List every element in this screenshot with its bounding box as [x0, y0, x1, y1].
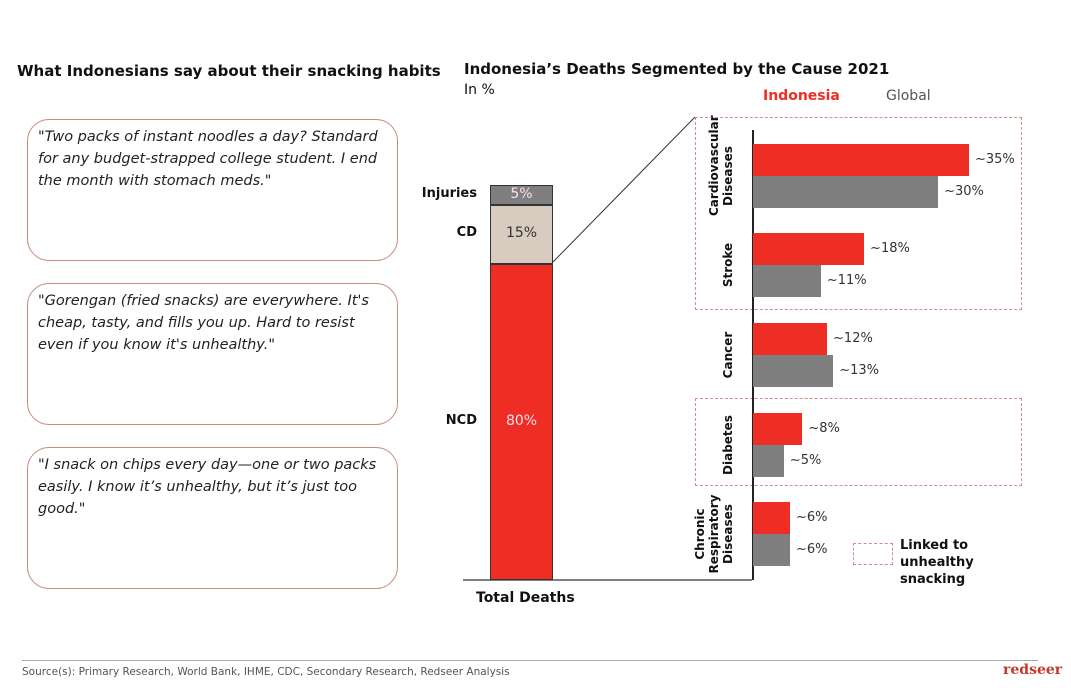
- legend-highlight-label: Linked to unhealthy snacking: [900, 538, 974, 587]
- bar-value: ~12%: [833, 331, 873, 346]
- bar-indonesia: [753, 413, 803, 445]
- bar-indonesia: [753, 233, 865, 265]
- segment-label: NCD: [445, 413, 477, 428]
- stack-segment: [490, 185, 553, 205]
- footer-divider: [22, 660, 1038, 661]
- bar-indonesia: [753, 502, 791, 534]
- source-note: Source(s): Primary Research, World Bank,…: [22, 666, 510, 678]
- quote-card: "I snack on chips every day—one or two p…: [27, 447, 398, 589]
- bar-value: ~18%: [870, 241, 910, 256]
- legend-global: Global: [886, 88, 931, 104]
- segment-value: 5%: [510, 185, 533, 202]
- bar-value: ~11%: [826, 273, 867, 288]
- bar-global: [753, 265, 821, 297]
- category-label: Total Deaths: [476, 590, 575, 606]
- segment-value: 80%: [505, 413, 538, 429]
- segment-label: Injuries: [421, 185, 477, 201]
- category-label: Stroke: [721, 242, 735, 288]
- category-label: Diabetes: [721, 415, 735, 475]
- bar-value: ~8%: [808, 421, 840, 436]
- highlight-box: [695, 398, 1022, 486]
- bar-global: [753, 355, 834, 387]
- bar-indonesia: [753, 323, 828, 355]
- bar-value: ~6%: [796, 542, 828, 557]
- quote-card: "Gorengan (fried snacks) are everywhere.…: [27, 283, 398, 425]
- redseer-logo: redseer: [1003, 662, 1063, 678]
- highlight-box: [695, 117, 1022, 310]
- axis-line: [752, 130, 754, 580]
- category-label: Cancer: [721, 331, 735, 379]
- chart-subtitle: In %: [464, 82, 495, 98]
- category-label: Cardiovascular Diseases: [707, 115, 735, 216]
- legend-dash-swatch: [853, 543, 893, 565]
- stack-segment: [490, 264, 553, 580]
- segment-value: 15%: [505, 225, 538, 242]
- bar-global: [753, 445, 784, 477]
- bar-value: ~13%: [839, 363, 879, 378]
- category-label: Chronic Respiratory Diseases: [693, 494, 735, 574]
- bar-global: [753, 534, 791, 566]
- legend-indonesia: Indonesia: [763, 88, 840, 104]
- bar-value: ~35%: [974, 152, 1015, 167]
- chart-title: Indonesia’s Deaths Segmented by the Caus…: [464, 60, 890, 78]
- bar-value: ~6%: [796, 510, 828, 525]
- stack-segment: [490, 204, 553, 264]
- bar-global: [753, 176, 939, 208]
- bar-value: ~30%: [944, 184, 984, 199]
- bar-indonesia: [753, 144, 969, 176]
- connector-line: [552, 116, 696, 263]
- segment-label: CD: [456, 225, 477, 241]
- bar-value: ~5%: [789, 453, 822, 468]
- quotes-title: What Indonesians say about their snackin…: [17, 62, 441, 80]
- quote-card: "Two packs of instant noodles a day? Sta…: [27, 119, 398, 261]
